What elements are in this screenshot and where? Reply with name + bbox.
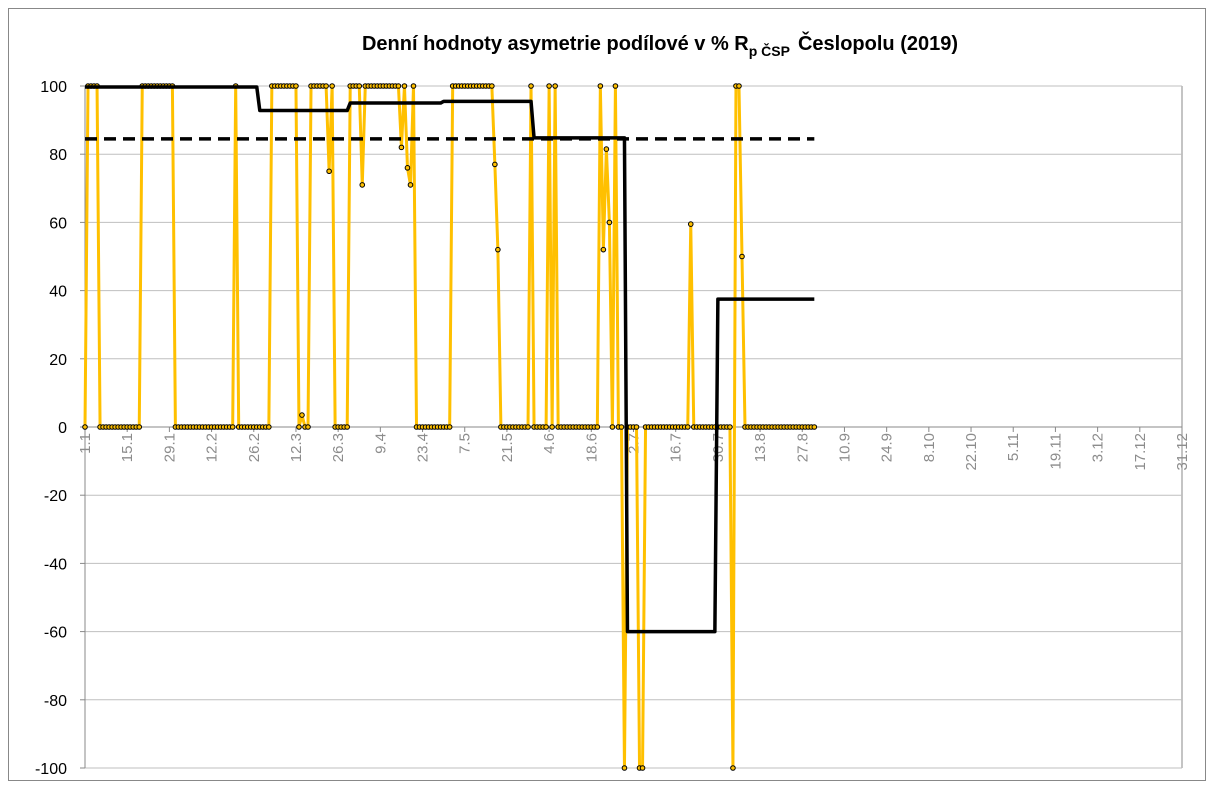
- y-tick-label: -40: [44, 556, 67, 573]
- x-tick-label: 7.5: [457, 433, 474, 454]
- x-tick-label: 12.2: [204, 433, 221, 462]
- marker: [82, 424, 88, 430]
- marker: [136, 424, 143, 430]
- x-tick-label: 27.8: [794, 433, 811, 462]
- marker: [633, 424, 640, 430]
- marker: [489, 83, 495, 89]
- title-subscript: p ČSP: [749, 42, 790, 59]
- marker: [299, 412, 305, 418]
- y-tick-label: -80: [44, 693, 67, 710]
- grid: -100 -80 -60 -40 -20 0 20 40 60 80 100 1.1 15.1 29.1 1…: [35, 79, 1191, 778]
- x-tick-label: 31.12: [1174, 433, 1191, 471]
- title-main: Denní hodnoty asymetrie podílové v % R: [362, 33, 749, 55]
- marker: [687, 221, 694, 227]
- plot: [82, 83, 818, 771]
- marker: [323, 83, 329, 89]
- y-tick-label: -20: [44, 488, 67, 505]
- marker: [736, 83, 742, 89]
- marker: [296, 424, 302, 430]
- marker: [546, 83, 552, 89]
- y-tick-label: -100: [35, 761, 67, 778]
- marker: [594, 424, 601, 430]
- x-tick-label: 21.5: [499, 433, 516, 462]
- y-tick-label: 20: [49, 352, 67, 369]
- x-tick-label: 4.6: [541, 433, 558, 454]
- x-tick-label: 29.1: [161, 433, 178, 462]
- x-tick-label: 22.10: [963, 433, 980, 471]
- x-tick-label: 1.1: [77, 433, 94, 454]
- x-tick-label: 24.9: [879, 433, 896, 462]
- marker: [739, 253, 745, 260]
- x-tick-label: 17.12: [1132, 433, 1149, 471]
- marker: [359, 182, 366, 188]
- marker: [639, 765, 646, 771]
- x-tick-label: 2.7: [626, 433, 643, 454]
- y-tick-label: 60: [49, 215, 67, 232]
- marker: [600, 246, 607, 253]
- marker: [407, 182, 414, 188]
- marker: [727, 424, 733, 430]
- marker: [398, 144, 405, 151]
- x-tick-label: 18.6: [583, 433, 600, 462]
- marker: [612, 83, 619, 89]
- chart-border: [8, 8, 1206, 781]
- marker: [492, 161, 498, 168]
- series-line: [85, 85, 815, 634]
- marker: [618, 424, 625, 430]
- marker: [528, 83, 534, 89]
- y-tick-label: -60: [44, 625, 67, 642]
- y-tick-label: 0: [58, 420, 67, 437]
- x-tick-label: 26.3: [330, 433, 347, 462]
- marker: [525, 424, 531, 430]
- marker: [495, 246, 501, 253]
- marker: [410, 83, 417, 89]
- marker: [266, 424, 272, 430]
- x-tick-label: 30.7: [710, 433, 727, 462]
- x-tick-label: 12.3: [288, 433, 305, 462]
- chart-title: Denní hodnoty asymetrie podílové v % Rp …: [362, 31, 958, 59]
- marker: [401, 83, 408, 89]
- marker: [621, 765, 628, 771]
- x-tick-label: 13.8: [752, 433, 769, 462]
- y-tick-label: 40: [49, 284, 67, 301]
- x-tick-label: 5.11: [1005, 433, 1022, 461]
- marker: [730, 765, 736, 771]
- marker: [326, 168, 332, 175]
- marker: [356, 83, 363, 89]
- marker: [549, 424, 555, 430]
- x-tick-label: 3.12: [1090, 433, 1107, 462]
- marker: [552, 83, 558, 89]
- marker: [329, 83, 335, 89]
- marker: [684, 424, 691, 430]
- marker: [603, 146, 610, 152]
- x-tick-label: 16.7: [668, 433, 685, 462]
- x-tick-label: 9.4: [372, 433, 389, 454]
- x-tick-label: 19.11: [1047, 433, 1064, 469]
- title-end: Česlopolu (2019): [798, 31, 958, 55]
- marker: [344, 424, 350, 430]
- marker: [395, 83, 402, 89]
- marker: [811, 424, 818, 430]
- marker: [606, 219, 613, 226]
- marker: [229, 424, 236, 430]
- marker: [305, 424, 311, 430]
- y-tick-label: 80: [49, 147, 67, 164]
- x-tick-label: 10.9: [836, 433, 853, 462]
- x-tick-label: 26.2: [246, 433, 263, 462]
- x-tick-label: 8.10: [921, 433, 938, 462]
- marker: [293, 83, 299, 89]
- x-tick-label: 15.1: [119, 433, 136, 462]
- marker: [446, 424, 453, 430]
- x-tick-label: 23.4: [415, 433, 432, 462]
- marker: [404, 165, 411, 171]
- marker: [543, 424, 549, 430]
- marker: [609, 424, 616, 430]
- y-tick-label: 100: [40, 79, 67, 96]
- marker: [597, 83, 604, 89]
